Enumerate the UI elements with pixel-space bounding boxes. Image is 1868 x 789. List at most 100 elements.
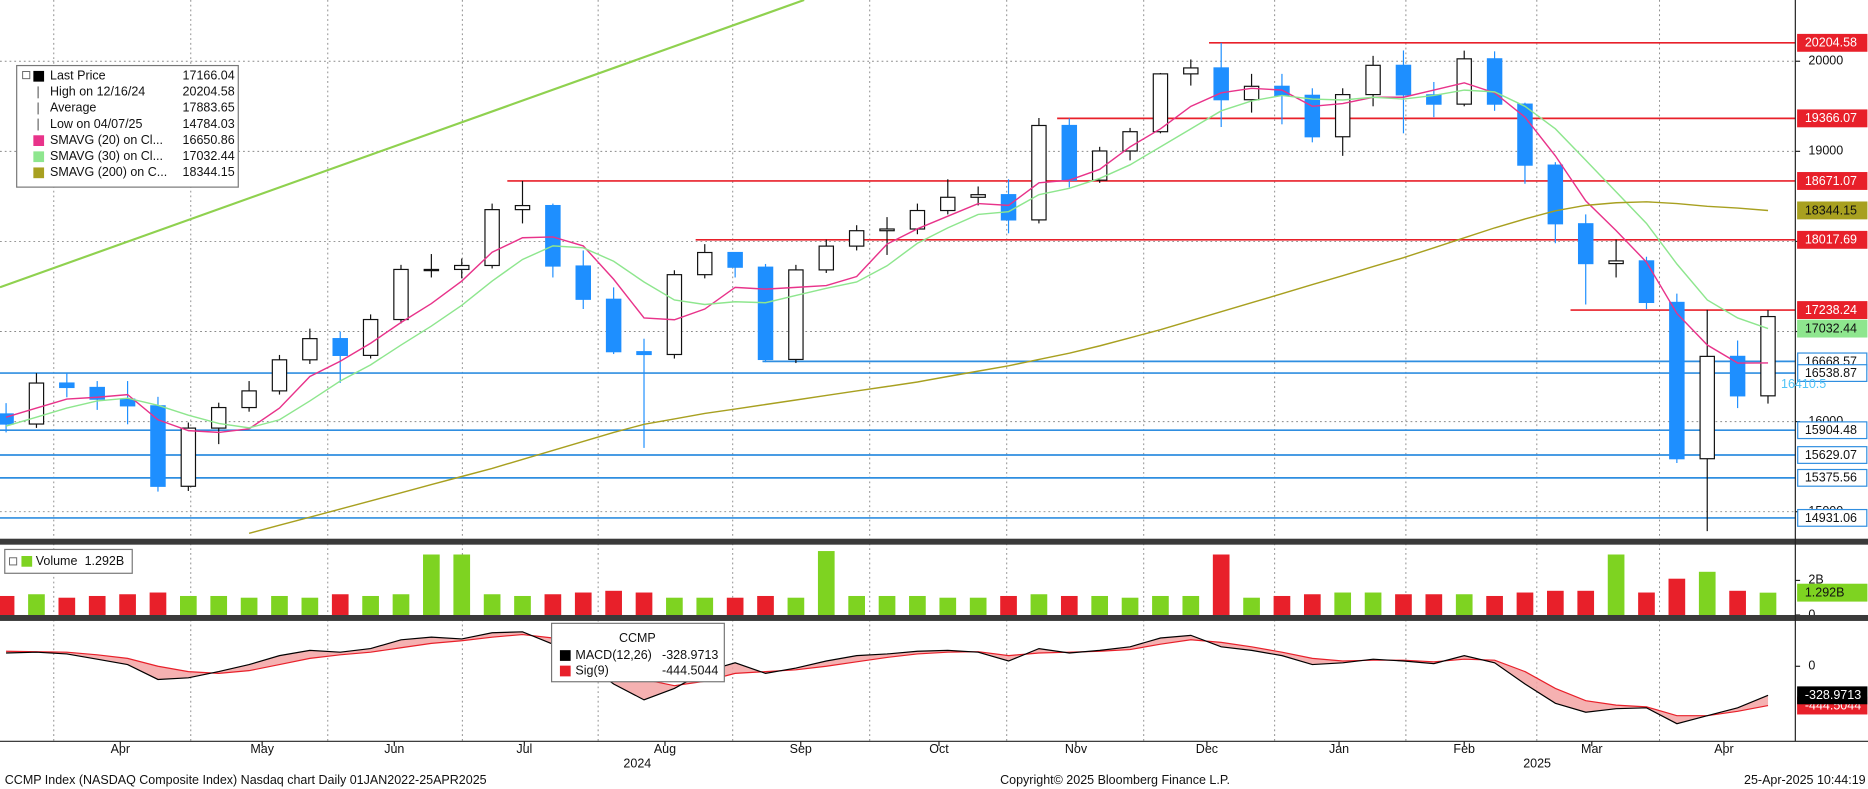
volume-bar xyxy=(483,594,501,615)
level-label: 16538.87 xyxy=(1805,366,1857,380)
macd-legend-value: -328.9713 xyxy=(662,648,718,662)
frame-layer xyxy=(0,0,1868,742)
volume-legend-value: 1.292B xyxy=(85,554,125,568)
candle-body xyxy=(697,251,713,276)
legend-value: 14784.03 xyxy=(183,117,235,131)
candle-body xyxy=(879,228,895,232)
panel-separator xyxy=(0,614,1868,621)
y-tick-label: 0 xyxy=(1808,659,1815,673)
x-tick-label: Dec xyxy=(1196,742,1218,756)
candle-body xyxy=(28,382,45,425)
volume-bar xyxy=(28,594,45,615)
level-label-box xyxy=(1797,421,1868,440)
volume-bar xyxy=(787,597,805,615)
candle-body xyxy=(484,209,500,267)
candle-body xyxy=(727,251,743,268)
macd-axis-label-box xyxy=(1797,686,1868,705)
level-label-box xyxy=(1797,33,1868,52)
volume-bar xyxy=(453,554,471,615)
footer-right: 25-Apr-2025 10:44:19 xyxy=(1744,773,1866,787)
candle-body xyxy=(1183,67,1199,75)
y-tick-label: 20000 xyxy=(1808,54,1843,68)
volume-bar xyxy=(210,595,228,615)
level-label: 19366.07 xyxy=(1805,111,1857,125)
volume-bar xyxy=(1395,594,1412,615)
volume-bar xyxy=(1000,595,1017,615)
sma-axis-label: 17032.44 xyxy=(1805,321,1857,335)
candle-body xyxy=(453,264,470,271)
volume-bar xyxy=(1334,592,1352,615)
x-tick-label: Apr xyxy=(1714,742,1733,756)
label-layer: 20204.58 19366.07 18671.07 18017.69 17238.24… xyxy=(4,33,1868,770)
volume-legend-toggle xyxy=(9,557,18,566)
legend-box xyxy=(16,64,239,188)
volume-bar xyxy=(969,597,987,615)
candle-body xyxy=(89,386,105,400)
legend-swatch xyxy=(33,151,45,163)
volume-bar xyxy=(119,594,136,615)
candle-body xyxy=(605,298,622,353)
price-marker: 16410.5 xyxy=(1781,377,1826,391)
candle-body xyxy=(302,338,318,361)
volume-bar xyxy=(1638,592,1655,615)
x-tick-label: Sep xyxy=(790,742,812,756)
x-tick-label: Oct xyxy=(929,742,949,756)
candle-body xyxy=(180,427,197,487)
volume-bar xyxy=(423,554,440,615)
x-tick-label: Apr xyxy=(111,742,130,756)
x-tick-label: Jun xyxy=(384,742,404,756)
panel-separator xyxy=(0,538,1868,545)
volume-bar xyxy=(301,597,319,615)
volume-bar xyxy=(0,595,15,615)
plot-layer xyxy=(0,41,1796,725)
volume-bar xyxy=(392,594,410,615)
level-label-box xyxy=(1797,172,1868,190)
level-label: 18017.69 xyxy=(1805,233,1857,247)
level-label-box xyxy=(1797,230,1868,249)
candle-body xyxy=(271,359,288,392)
legend-value: 20204.58 xyxy=(183,85,235,99)
legend-name: Average xyxy=(50,101,96,115)
volume-bar xyxy=(1182,595,1200,615)
year-label: 2024 xyxy=(623,756,651,770)
candle-body xyxy=(1638,260,1655,304)
legend-value: 18344.15 xyxy=(183,165,235,179)
candle-body xyxy=(1760,315,1776,397)
macd-axis-label: -328.9713 xyxy=(1805,688,1861,702)
volume-bar xyxy=(1212,554,1230,615)
candle-body xyxy=(1608,260,1624,265)
candle-body xyxy=(59,382,75,389)
sma-line xyxy=(248,201,1769,535)
volume-bar xyxy=(58,597,76,615)
volume-bar xyxy=(605,590,622,615)
legend-toggle xyxy=(22,71,31,80)
volume-bar xyxy=(726,597,744,615)
sma-axis-label-box xyxy=(1797,201,1868,220)
volume-bar xyxy=(1425,594,1443,615)
macd-legend-name: Sig(9) xyxy=(575,663,608,677)
volume-bar xyxy=(848,595,865,615)
legend-swatch xyxy=(33,167,45,179)
macd-legend-name: MACD(12,26) xyxy=(575,648,651,662)
legend-value: 17032.44 xyxy=(183,149,235,163)
candle-body xyxy=(1577,223,1594,265)
macd-legend-value: -444.5044 xyxy=(662,663,718,677)
macd-legend-box xyxy=(550,622,725,683)
candle-body xyxy=(757,266,774,361)
volume-bar xyxy=(1759,592,1777,615)
volume-bar xyxy=(1455,594,1473,615)
level-label: 15375.56 xyxy=(1805,471,1857,485)
candle-body xyxy=(545,204,561,267)
level-label: 17238.24 xyxy=(1805,303,1857,317)
candle-body xyxy=(210,406,227,429)
legend-name: Last Price xyxy=(50,69,106,83)
x-tick-label: Jan xyxy=(1329,742,1349,756)
candle-body xyxy=(636,351,652,356)
level-label: 14931.06 xyxy=(1805,511,1857,525)
volume-bar xyxy=(1516,592,1534,615)
candle-body xyxy=(940,196,956,212)
candle-body xyxy=(1517,103,1533,166)
candle-body xyxy=(1729,355,1746,397)
volume-bar xyxy=(1030,594,1048,615)
